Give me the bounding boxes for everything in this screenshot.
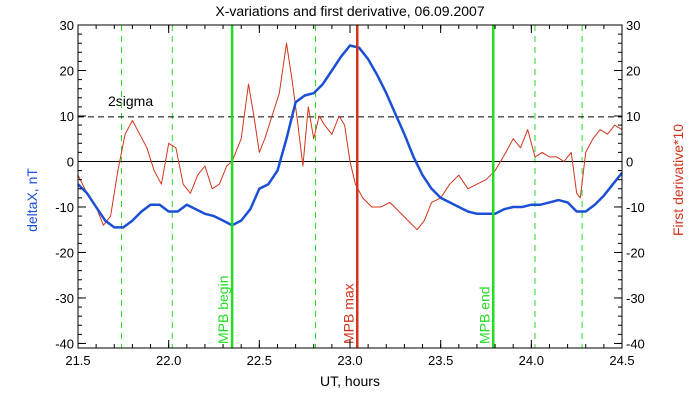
- marker-label-1: MPB max: [340, 283, 356, 344]
- chart-title: X-variations and first derivative, 06.09…: [215, 3, 484, 19]
- y-tick-label-right-2: 10: [626, 109, 640, 124]
- x-tick-label-4: 23.5: [428, 353, 453, 368]
- x-axis-label: UT, hours: [320, 373, 380, 389]
- threshold-label: 2sigma: [108, 93, 153, 109]
- y-tick-label-left-1: 20: [60, 63, 74, 78]
- series-line-deltax: [77, 44, 623, 229]
- x-tick-label-0: 21.5: [65, 353, 90, 368]
- y-tick-label-right-6: -30: [626, 291, 645, 306]
- y-tick-label-right-0: 30: [626, 18, 640, 33]
- x-tick-label-2: 22.5: [247, 353, 272, 368]
- y-axis-label-left: deltaX, nT: [24, 168, 40, 232]
- y-tick-label-left-7: -40: [55, 336, 74, 351]
- y-tick-label-right-7: -40: [626, 336, 645, 351]
- y-tick-label-left-5: -20: [55, 245, 74, 260]
- y-tick-label-left-3: 0: [67, 154, 74, 169]
- y-tick-label-right-4: -10: [626, 200, 645, 215]
- y-tick-label-left-4: -10: [55, 200, 74, 215]
- y-tick-label-right-1: 20: [626, 63, 640, 78]
- y-tick-label-right-5: -20: [626, 245, 645, 260]
- x-tick-label-5: 24.0: [519, 353, 544, 368]
- marker-label-0: MPB begin: [215, 276, 231, 344]
- x-tick-label-3: 23.0: [337, 353, 362, 368]
- y-tick-label-left-6: -30: [55, 291, 74, 306]
- y-tick-label-left-0: 30: [60, 18, 74, 33]
- y-axis-label-right: First derivative*10: [670, 124, 686, 236]
- x-tick-label-6: 24.5: [609, 353, 634, 368]
- y-tick-label-left-2: 10: [60, 109, 74, 124]
- marker-label-2: MPB end: [476, 286, 492, 344]
- series-line-derivative: [77, 42, 623, 231]
- plot-layer: MPB begin MPB max MPB end 21.5 22.0 22.5 23.0 2…: [55, 18, 645, 368]
- x-tick-label-1: 22.0: [156, 353, 181, 368]
- y-tick-label-right-3: 0: [626, 154, 633, 169]
